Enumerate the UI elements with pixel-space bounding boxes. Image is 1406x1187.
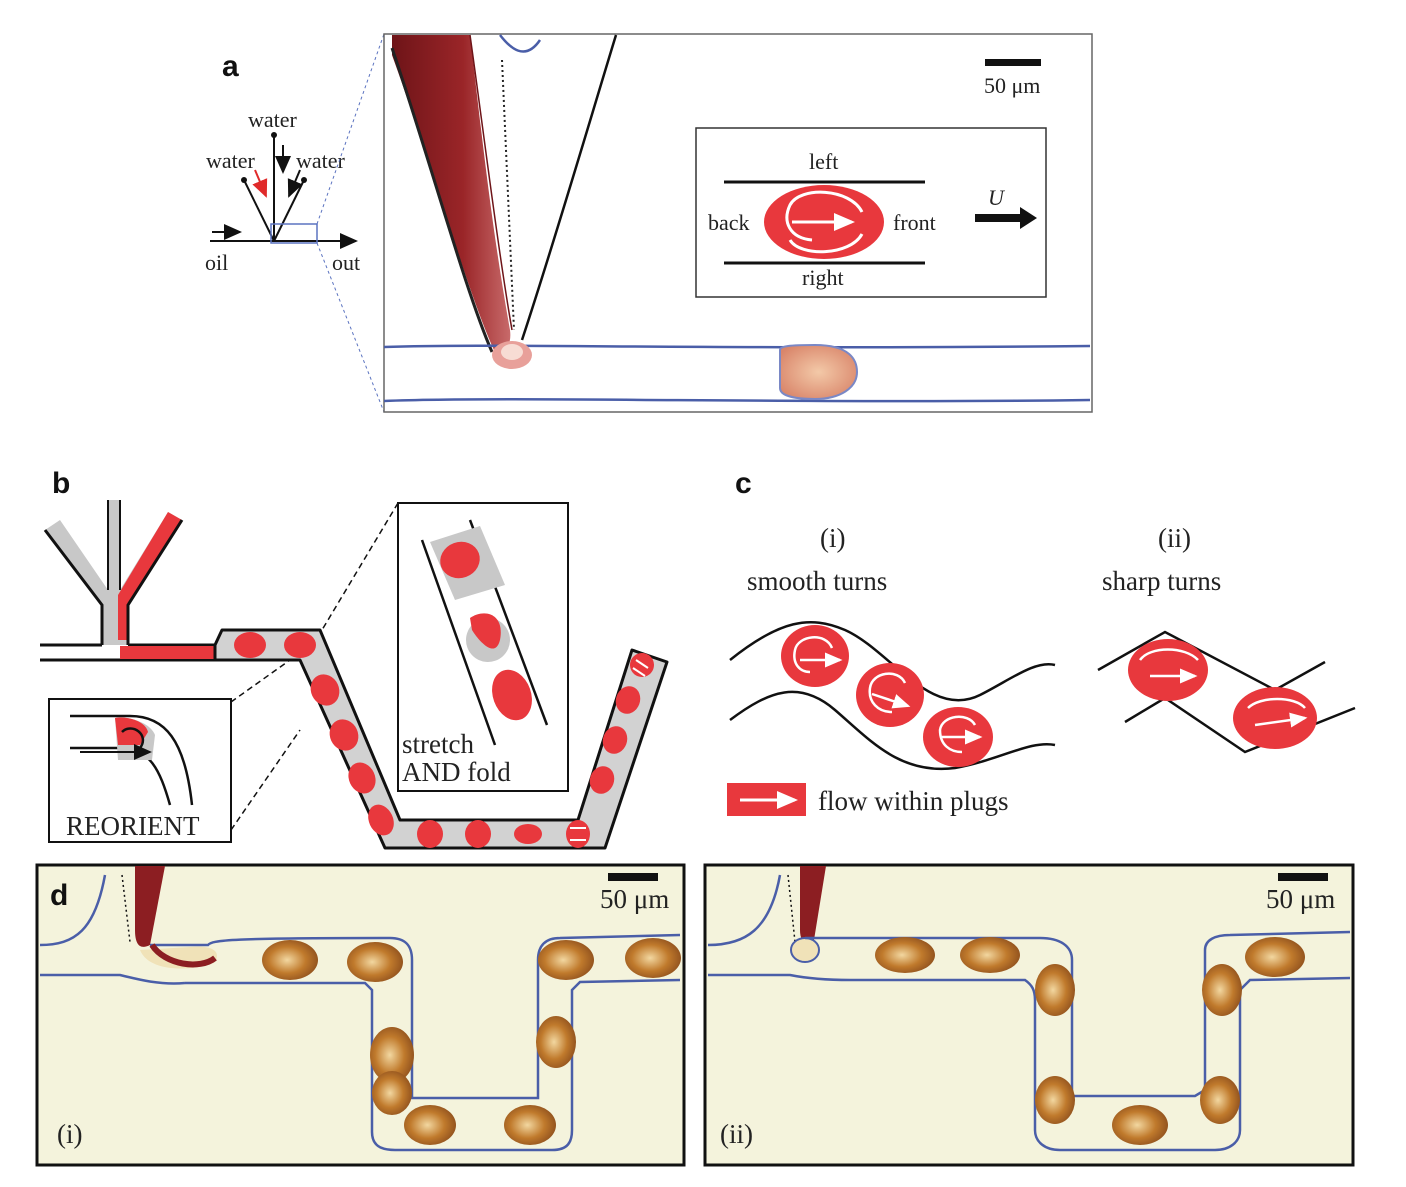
inset-label-front: front bbox=[893, 210, 936, 235]
c-ii-title: sharp turns bbox=[1102, 566, 1221, 596]
inset-label-left: left bbox=[809, 149, 838, 174]
micrograph-a: 50 μm left right back front U bbox=[383, 33, 1093, 413]
stretch-label-2: AND fold bbox=[402, 757, 511, 787]
c-i-title: smooth turns bbox=[747, 566, 887, 596]
panel-letter-a: a bbox=[222, 50, 239, 83]
c-i-numeral: (i) bbox=[820, 523, 845, 553]
panel-c: c (i) smooth turns (ii) sharp turns bbox=[727, 467, 1356, 816]
sharp-turns-diagram bbox=[1097, 630, 1356, 754]
flow-legend: flow within plugs bbox=[727, 783, 1009, 816]
flow-legend-label: flow within plugs bbox=[818, 786, 1009, 816]
scale-bar-d-i: 50 μm bbox=[600, 884, 669, 914]
micrograph-d-i: 50 μm (i) bbox=[35, 863, 686, 1167]
reorient-label: REORIENT bbox=[66, 811, 200, 841]
label-out: out bbox=[332, 250, 360, 275]
label-d-i: (i) bbox=[57, 1119, 82, 1149]
label-water-left: water bbox=[206, 148, 256, 173]
label-d-ii: (ii) bbox=[720, 1119, 753, 1149]
c-ii-numeral: (ii) bbox=[1158, 523, 1191, 553]
junction-schematic: water water water oil out bbox=[205, 33, 385, 413]
panel-letter-c: c bbox=[735, 467, 752, 500]
panel-letter-b: b bbox=[52, 467, 70, 500]
panel-d: 50 μm (i) d 50 μm bbox=[35, 863, 1355, 1167]
plug-frame-inset: left right back front U bbox=[695, 127, 1047, 298]
scale-bar-d-ii: 50 μm bbox=[1266, 884, 1335, 914]
scale-bar-a: 50 μm bbox=[984, 73, 1040, 98]
label-water-top: water bbox=[248, 107, 298, 132]
panel-b: b bbox=[40, 467, 669, 850]
inset-label-right: right bbox=[802, 265, 844, 290]
label-water-right: water bbox=[296, 148, 346, 173]
inset-label-back: back bbox=[708, 210, 750, 235]
smooth-turns-diagram bbox=[729, 620, 1056, 771]
label-oil: oil bbox=[205, 250, 228, 275]
stretch-fold-inset: stretch AND fold bbox=[321, 502, 569, 792]
panel-letter-d: d bbox=[50, 879, 68, 912]
micrograph-d-ii: 50 μm (ii) bbox=[703, 863, 1355, 1167]
panel-a: a water water water oil out bbox=[205, 33, 1093, 413]
stretch-label-1: stretch bbox=[402, 729, 474, 759]
inset-label-velocity: U bbox=[988, 185, 1006, 210]
reorient-inset: REORIENT bbox=[48, 698, 232, 843]
